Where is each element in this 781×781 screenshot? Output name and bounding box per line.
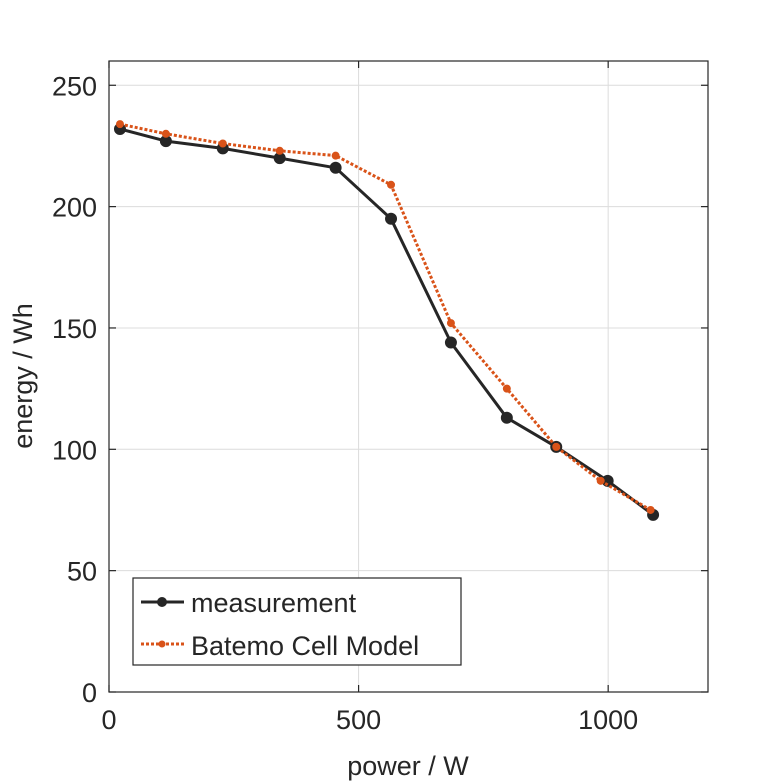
- data-point-batemo-cell-model: [387, 180, 396, 189]
- x-tick-label: 0: [101, 705, 116, 735]
- data-point-batemo-cell-model: [275, 146, 284, 155]
- legend-label-batemo-cell-model: Batemo Cell Model: [191, 631, 419, 661]
- plot-frame: [108, 60, 709, 693]
- y-tick-label: 200: [52, 193, 97, 223]
- legend-dot-measurement: [157, 597, 167, 607]
- data-point-measurement: [444, 336, 457, 349]
- data-point-measurement: [329, 161, 342, 174]
- y-tick-label: 100: [52, 435, 97, 465]
- data-point-batemo-cell-model: [331, 151, 340, 160]
- data-point-batemo-cell-model: [218, 139, 227, 148]
- tick-labels: 0 500 1000 0 50 100 150 200 250: [52, 61, 708, 735]
- data-point-batemo-cell-model: [646, 505, 655, 514]
- data-point-batemo-cell-model: [115, 120, 124, 129]
- y-tick-label: 250: [52, 71, 97, 101]
- y-tick-label: 0: [82, 678, 97, 708]
- data-point-batemo-cell-model: [502, 384, 511, 393]
- y-tick-label: 50: [67, 557, 97, 587]
- x-axis-label: power / W: [347, 751, 469, 781]
- legend-label-measurement: measurement: [191, 588, 357, 618]
- legend-box: [132, 577, 462, 666]
- legend-dot-batemo-cell-model: [158, 640, 166, 648]
- x-tick-label: 1000: [578, 705, 638, 735]
- data-point-batemo-cell-model: [552, 442, 561, 451]
- x-tick-label: 500: [336, 705, 381, 735]
- y-tick-label: 150: [52, 314, 97, 344]
- legend: measurement Batemo Cell Model: [132, 577, 462, 666]
- series-layer: [113, 120, 660, 521]
- data-point-measurement: [500, 411, 513, 424]
- data-point-batemo-cell-model: [596, 476, 605, 485]
- y-axis-label: energy / Wh: [8, 303, 38, 449]
- data-point-batemo-cell-model: [446, 319, 455, 328]
- series-line-batemo-cell-model: [119, 122, 652, 512]
- data-point-measurement: [385, 212, 398, 225]
- series-line-measurement: [119, 127, 654, 517]
- data-point-batemo-cell-model: [161, 129, 170, 138]
